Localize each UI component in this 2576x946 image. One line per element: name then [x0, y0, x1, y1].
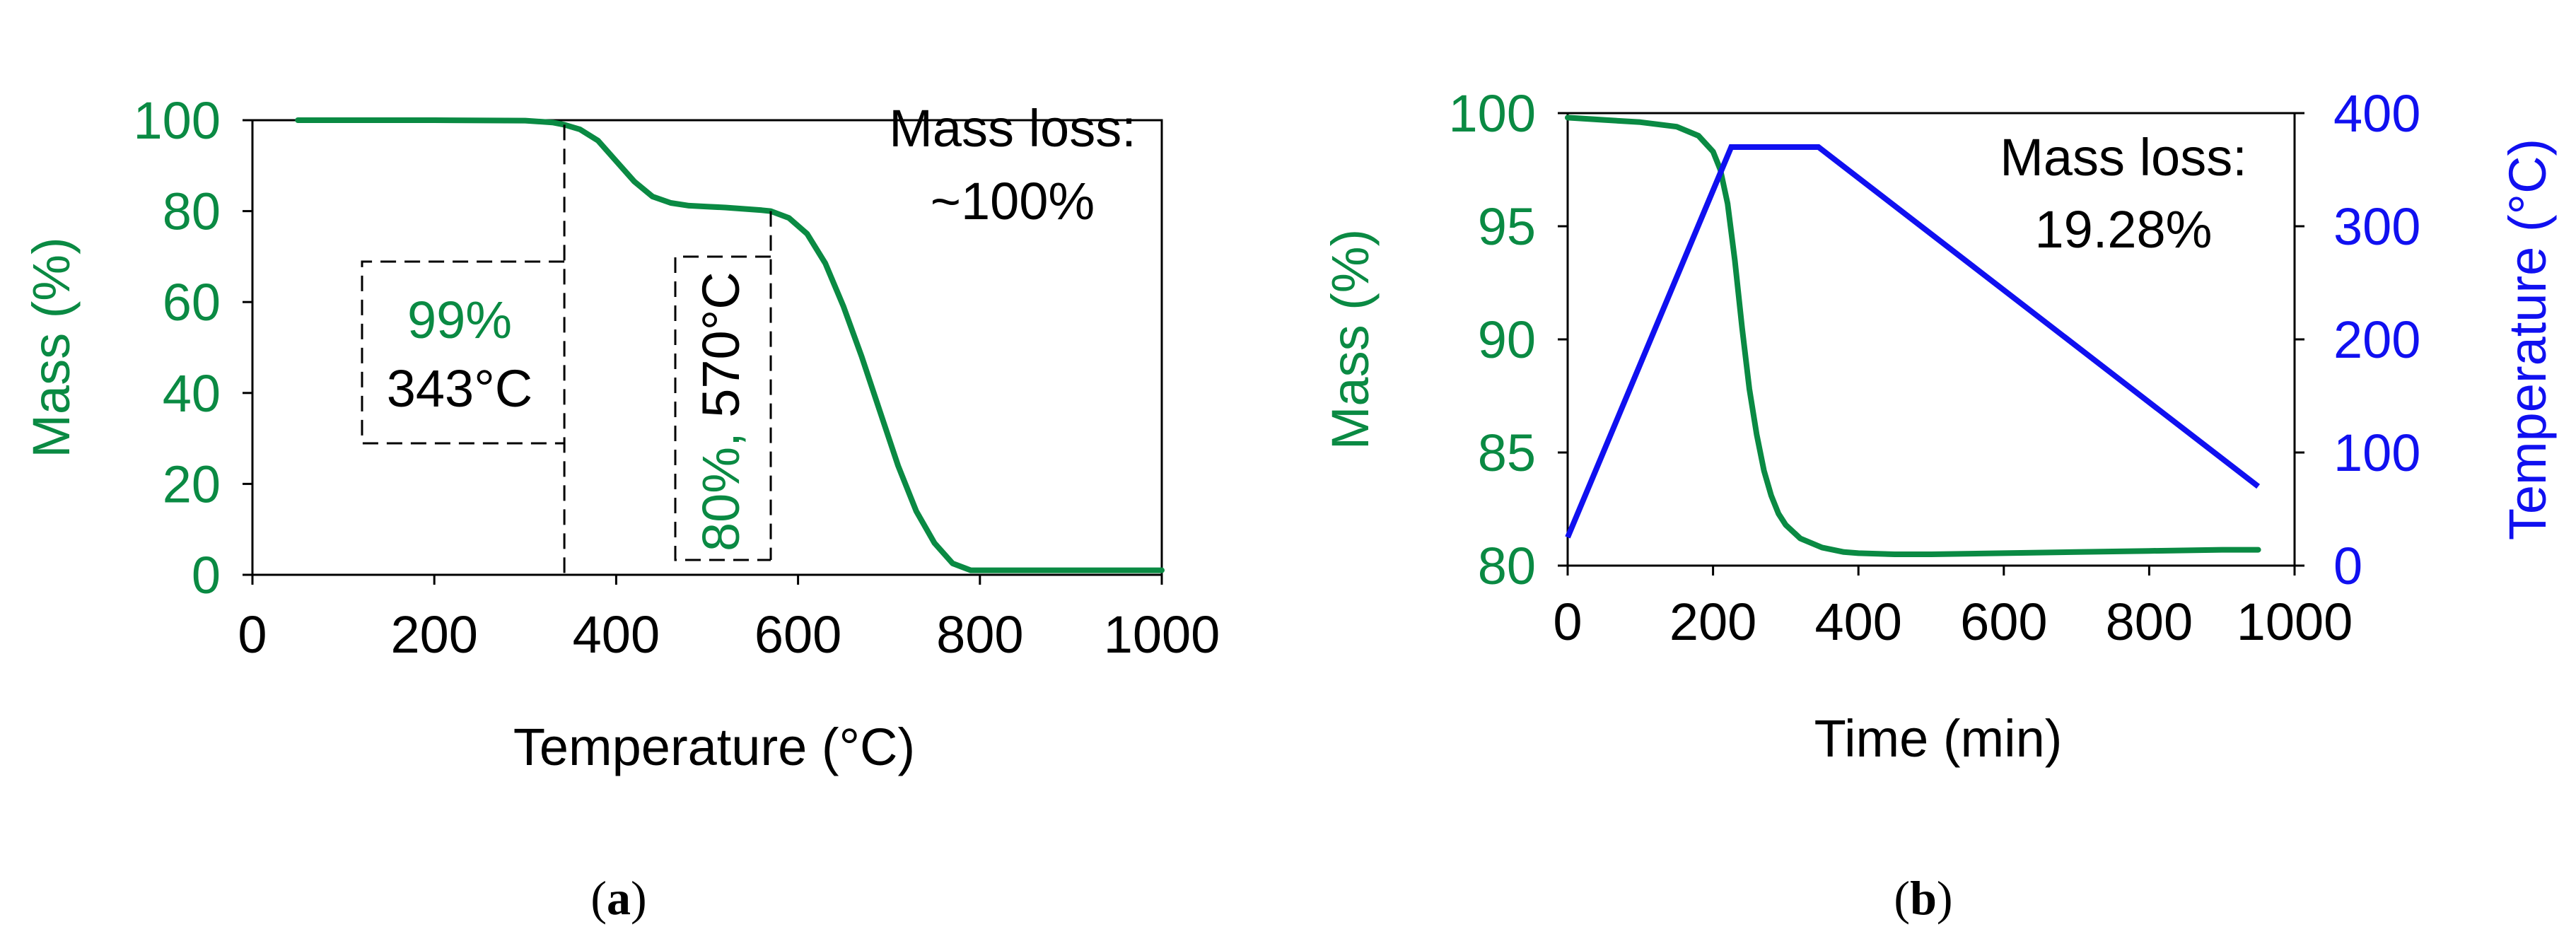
caption-part: ) [631, 871, 647, 925]
y-tick-label-right: 300 [2333, 197, 2420, 256]
series-line-mass [1565, 115, 2261, 557]
marker-box-570 [674, 255, 771, 561]
x-tick-label: 800 [2106, 592, 2193, 651]
x-tick-label: 1000 [1104, 605, 1220, 664]
chart-b: 0 200 400 600 800 100080859095100010020030040… [1321, 84, 2557, 925]
plot-area-frame [251, 119, 1163, 576]
caption-a: (a) [590, 871, 646, 925]
y-tick-label: 80 [163, 182, 221, 241]
marker-label-mass-99: 99% [407, 291, 512, 349]
y-tick-label-left: 85 [1478, 424, 1536, 482]
caption-b: (b) [1894, 871, 1952, 925]
x-axis-label: Temperature (°C) [513, 718, 915, 776]
y-tick-label: 0 [192, 546, 221, 605]
y-tick-label-right: 0 [2333, 537, 2362, 595]
y-tick-label: 20 [163, 455, 221, 513]
marker-label-temp-343: 343°C [387, 359, 533, 418]
x-tick-label: 200 [1669, 592, 1756, 651]
chart-a: 0 200 400 600 800 1000 0 20 40 60 80 100 Temperature… [22, 91, 1220, 925]
y-axis-label: Mass (%) [22, 237, 81, 457]
marker-box-343 [361, 260, 565, 445]
annotation-line2: 19.28% [2035, 200, 2213, 259]
y-tick-label-left: 100 [1449, 84, 1536, 143]
x-tick-label: 0 [238, 605, 267, 664]
y-tick-label: 60 [163, 273, 221, 332]
annotation-line2: ~100% [931, 172, 1095, 230]
x-tick-label: 400 [1814, 592, 1901, 651]
caption-part: b [1910, 871, 1937, 925]
y-tick-label: 100 [134, 91, 221, 150]
x-tick-label: 600 [1960, 592, 2047, 651]
x-tick-label: 400 [573, 605, 660, 664]
y-tick-label-right: 400 [2333, 84, 2420, 143]
x-tick-label: 0 [1553, 592, 1582, 651]
y-tick-label: 40 [163, 364, 221, 423]
annotation-line1: Mass loss: [889, 99, 1136, 158]
x-tick-label: 800 [936, 605, 1023, 664]
x-axis-label: Time (min) [1814, 709, 2063, 768]
marker-label-temp-570: 570°C [692, 271, 750, 432]
caption-part: a [607, 871, 631, 925]
y-tick-label-left: 95 [1478, 197, 1536, 256]
x-tick-label: 1000 [2237, 592, 2353, 651]
x-tick-label: 600 [754, 605, 841, 664]
marker-label-570: 80%, 570°C [692, 271, 750, 551]
y-tick-label-left: 80 [1478, 537, 1536, 595]
caption-part: ( [590, 871, 607, 925]
caption-part: ) [1937, 871, 1953, 925]
y-axis-label-left: Mass (%) [1321, 229, 1380, 450]
y-axis-label-right: Temperature (°C) [2498, 139, 2557, 540]
annotation-line1: Mass loss: [2000, 128, 2247, 187]
series-line-mass [295, 117, 1165, 573]
y-tick-label-right: 100 [2333, 424, 2420, 482]
series-line-temperature [1565, 144, 2261, 539]
y-tick-label-left: 90 [1478, 310, 1536, 369]
caption-part: ( [1894, 871, 1910, 925]
x-tick-label: 200 [390, 605, 477, 664]
marker-label-mass-80: 80%, [692, 432, 750, 551]
y-tick-label-right: 200 [2333, 310, 2420, 369]
